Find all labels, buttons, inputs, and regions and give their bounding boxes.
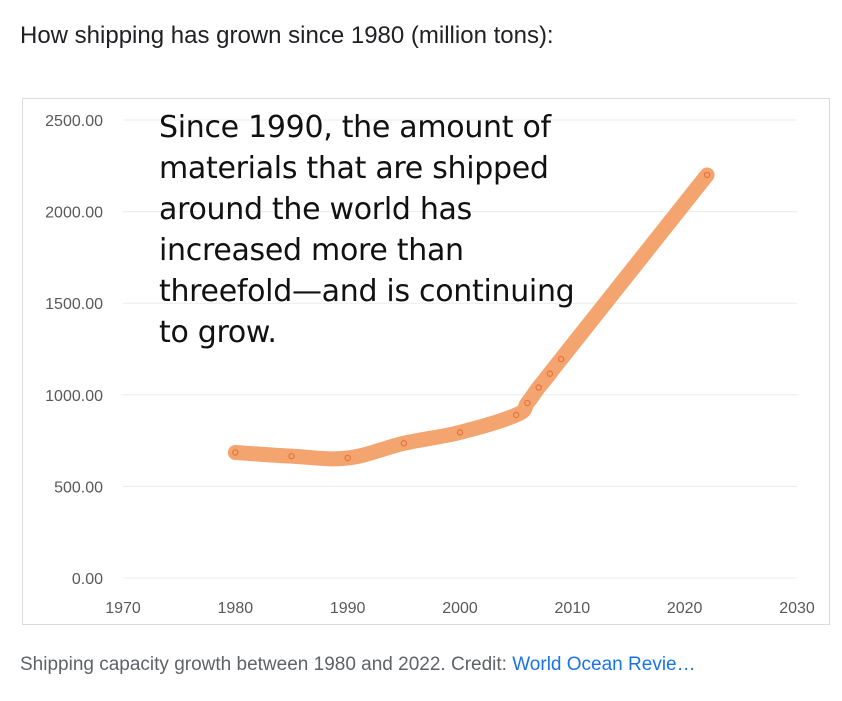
grid-lines [123, 119, 797, 579]
data-point [400, 440, 408, 447]
series-group [227, 167, 715, 467]
x-tick-label: 2030 [779, 600, 815, 617]
data-point [512, 411, 520, 419]
x-tick-label: 1970 [105, 600, 141, 617]
chart-figure: 0.00 500.00 1000.00 1500.00 2000.00 2500.00 1… [22, 98, 830, 625]
x-tick-label: 2020 [667, 600, 703, 617]
data-point [524, 399, 531, 407]
data-point [557, 355, 565, 363]
data-point [232, 449, 239, 456]
y-tick-label: 1000.00 [45, 388, 103, 405]
data-point [288, 452, 295, 460]
y-tick-label: 500.00 [54, 479, 103, 496]
page-heading: How shipping has grown since 1980 (milli… [20, 22, 554, 49]
image-caption: Shipping capacity growth between 1980 an… [20, 654, 696, 676]
source-link[interactable]: World Ocean Revie… [512, 654, 696, 675]
x-tick-label: 2000 [442, 600, 478, 617]
y-tick-label: 2000.00 [45, 205, 103, 222]
data-point [546, 370, 554, 377]
chart-annotation: Since 1990, the amount of materials that… [159, 110, 575, 350]
data-point [535, 384, 542, 391]
x-tick-label: 1980 [218, 600, 254, 617]
y-tick-label: 2500.00 [45, 113, 103, 130]
caption-text: Shipping capacity growth between 1980 an… [20, 654, 513, 675]
x-axis-ticks: 1970 1980 1990 2000 2010 2020 2030 [105, 600, 815, 617]
y-tick-label: 1500.00 [45, 296, 103, 313]
chart-svg: 0.00 500.00 1000.00 1500.00 2000.00 2500.00 1… [45, 113, 815, 617]
data-point [456, 429, 464, 436]
y-axis-ticks: 0.00 500.00 1000.00 1500.00 2000.00 2500.00 [45, 113, 103, 588]
series-line [227, 167, 715, 467]
x-tick-label: 2010 [555, 600, 591, 617]
y-tick-label: 0.00 [72, 571, 103, 588]
data-point [703, 171, 711, 179]
data-point [344, 454, 351, 462]
x-tick-label: 1990 [330, 600, 366, 617]
